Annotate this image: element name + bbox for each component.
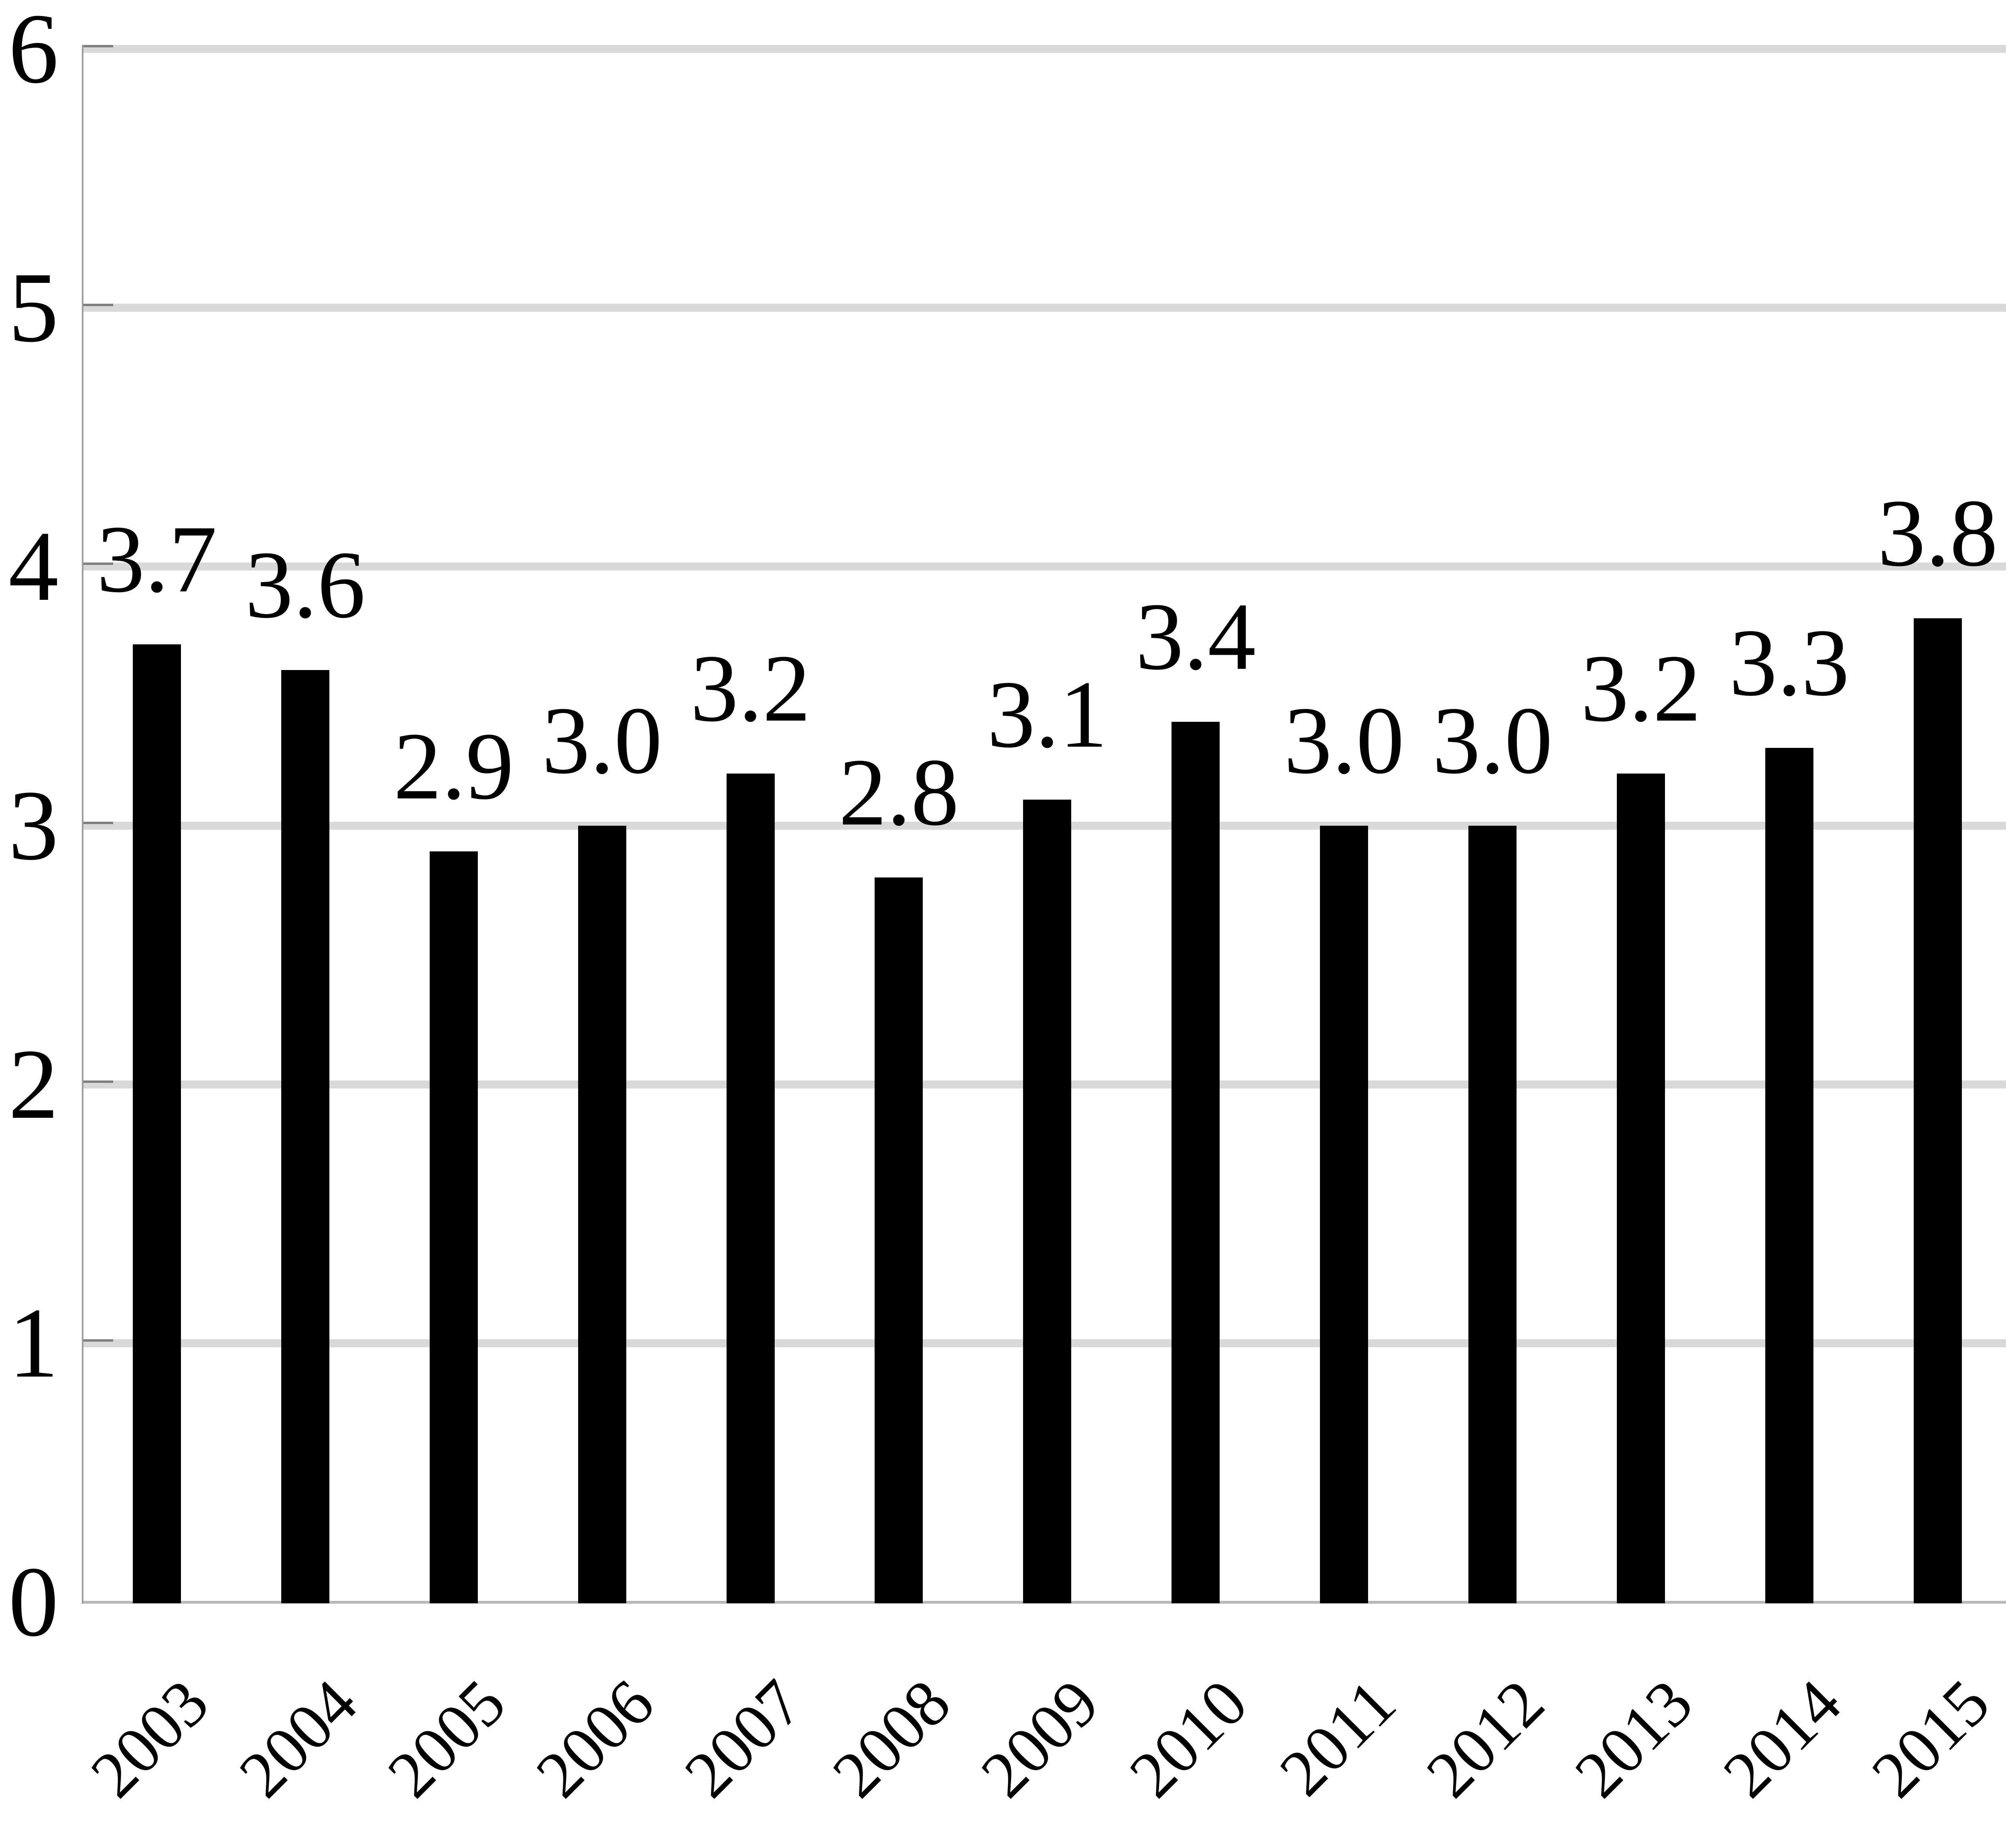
y-tick-label: 1 — [8, 1287, 59, 1399]
x-tick-label: 2009 — [967, 1665, 1113, 1811]
x-tick-label: 2012 — [1412, 1665, 1558, 1811]
bar-value-label: 3.4 — [1135, 583, 1256, 690]
y-axis-tick — [83, 304, 113, 307]
x-tick-label: 2010 — [1115, 1665, 1261, 1811]
y-axis-tick — [83, 821, 113, 824]
bar-value-label: 3.2 — [1580, 635, 1701, 742]
bar-value-label: 4.0 — [1966, 433, 2006, 529]
gridline — [83, 304, 2006, 312]
y-tick-label: 6 — [8, 0, 59, 104]
bar-value-label: 2.9 — [393, 713, 514, 820]
bar — [281, 670, 329, 1603]
bar-value-label: 3.0 — [542, 686, 662, 794]
bar — [429, 851, 478, 1603]
bar-value-label: 3.7 — [96, 505, 217, 612]
y-tick-label: 0 — [8, 1546, 59, 1657]
y-tick-label: 3 — [8, 770, 59, 881]
gridline — [83, 45, 2006, 53]
bar-value-label: 3.1 — [987, 660, 1108, 768]
x-tick-label: 2014 — [1709, 1665, 1855, 1811]
bar — [726, 774, 775, 1603]
x-tick-label: 2006 — [522, 1665, 668, 1811]
x-tick-label: 2003 — [77, 1665, 222, 1811]
x-tick-label: 2007 — [670, 1665, 816, 1811]
x-tick-label: 2015 — [1858, 1665, 2003, 1811]
y-tick-label: 5 — [8, 252, 59, 364]
bar-value-label: 3.6 — [245, 531, 365, 638]
bar — [1023, 799, 1072, 1603]
bar — [1913, 618, 1962, 1603]
gridline — [83, 563, 2006, 571]
y-axis-tick — [83, 1080, 113, 1083]
x-tick-label: 2004 — [225, 1665, 371, 1811]
bar — [1468, 825, 1517, 1603]
bar — [1320, 825, 1368, 1603]
y-tick-label: 4 — [8, 511, 59, 622]
y-axis-line — [82, 45, 83, 1604]
bar-value-label: 3.0 — [1432, 686, 1553, 794]
bar — [875, 877, 923, 1603]
bar — [578, 825, 626, 1603]
y-tick-label: 2 — [8, 1028, 59, 1140]
bar-value-label: 3.3 — [1729, 609, 1850, 716]
bar-value-label: 2.8 — [839, 738, 959, 845]
bar — [1616, 774, 1665, 1603]
bar — [132, 644, 181, 1603]
bar — [1765, 747, 1813, 1603]
y-axis-tick — [83, 1339, 113, 1342]
x-tick-label: 2008 — [818, 1665, 964, 1811]
x-tick-label: 2005 — [374, 1665, 519, 1811]
bar-value-label: 3.8 — [1877, 479, 1998, 587]
y-axis-tick — [83, 45, 113, 47]
bar-value-label: 3.2 — [690, 635, 811, 742]
x-tick-label: 2013 — [1561, 1665, 1706, 1811]
y-axis-tick — [83, 563, 113, 565]
bar-value-label: 3.0 — [1284, 686, 1405, 794]
bar — [1172, 722, 1220, 1603]
x-tick-label: 2011 — [1265, 1665, 1410, 1810]
